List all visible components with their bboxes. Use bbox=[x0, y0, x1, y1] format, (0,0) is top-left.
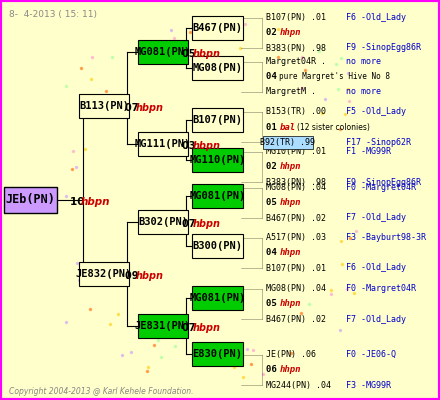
Text: JE831(PN): JE831(PN) bbox=[135, 321, 191, 331]
Text: (12 sister colonies): (12 sister colonies) bbox=[297, 123, 370, 132]
Text: MG244(PN) .04: MG244(PN) .04 bbox=[266, 381, 331, 390]
Text: F6 -Old_Lady: F6 -Old_Lady bbox=[346, 264, 406, 272]
Text: F9 -SinopEgg86R: F9 -SinopEgg86R bbox=[346, 178, 421, 186]
Text: hbpn: hbpn bbox=[136, 271, 164, 281]
Text: hbpn: hbpn bbox=[192, 219, 220, 229]
Text: 01: 01 bbox=[266, 123, 282, 132]
Text: F7 -Old_Lady: F7 -Old_Lady bbox=[346, 214, 406, 222]
Text: hbpn: hbpn bbox=[192, 323, 220, 333]
FancyBboxPatch shape bbox=[192, 148, 243, 172]
Text: B107(PN): B107(PN) bbox=[193, 115, 242, 125]
Text: F7 -Old_Lady: F7 -Old_Lady bbox=[346, 315, 406, 324]
FancyBboxPatch shape bbox=[192, 234, 243, 258]
Text: MG111(PN): MG111(PN) bbox=[135, 139, 191, 149]
Text: 02: 02 bbox=[266, 162, 282, 171]
FancyBboxPatch shape bbox=[138, 210, 188, 234]
Text: F6 -Old_Lady: F6 -Old_Lady bbox=[346, 13, 406, 22]
Text: A517(PN) .03: A517(PN) .03 bbox=[266, 233, 326, 242]
Text: 8-  4-2013 ( 15: 11): 8- 4-2013 ( 15: 11) bbox=[10, 10, 98, 19]
Text: hhpn: hhpn bbox=[279, 366, 301, 374]
Text: 06: 06 bbox=[266, 366, 282, 374]
FancyBboxPatch shape bbox=[4, 187, 57, 213]
Text: F0 -JE06-Q: F0 -JE06-Q bbox=[346, 350, 396, 359]
Text: MG081(PN): MG081(PN) bbox=[189, 191, 246, 201]
Text: B107(PN) .01: B107(PN) .01 bbox=[266, 13, 326, 22]
Text: no more: no more bbox=[346, 88, 381, 96]
FancyBboxPatch shape bbox=[263, 136, 313, 149]
Text: hhpn: hhpn bbox=[279, 162, 301, 171]
Text: hhpn: hhpn bbox=[279, 198, 301, 207]
Text: F5 -Old_Lady: F5 -Old_Lady bbox=[346, 108, 406, 116]
Text: B300(PN): B300(PN) bbox=[193, 241, 242, 251]
Text: 07: 07 bbox=[182, 219, 199, 229]
FancyBboxPatch shape bbox=[192, 108, 243, 132]
Text: MG110(PN): MG110(PN) bbox=[189, 155, 246, 165]
Text: MG08(PN): MG08(PN) bbox=[193, 63, 242, 73]
Text: B467(PN) .02: B467(PN) .02 bbox=[266, 315, 326, 324]
Text: hhpn: hhpn bbox=[279, 28, 301, 37]
Text: F0 -Margret04R: F0 -Margret04R bbox=[346, 284, 416, 293]
Text: MG08(PN) .04: MG08(PN) .04 bbox=[266, 284, 326, 293]
Text: MG08(PN) .04: MG08(PN) .04 bbox=[266, 183, 326, 192]
Text: 04: 04 bbox=[266, 72, 282, 81]
Text: 02: 02 bbox=[266, 28, 282, 37]
Text: E830(PN): E830(PN) bbox=[193, 349, 242, 359]
Text: B92(TR) .99: B92(TR) .99 bbox=[260, 138, 315, 147]
Text: MG10(PN) .01: MG10(PN) .01 bbox=[266, 147, 326, 156]
Text: 05: 05 bbox=[266, 300, 282, 308]
Text: pure Margret's Hive No 8: pure Margret's Hive No 8 bbox=[279, 72, 390, 81]
FancyBboxPatch shape bbox=[138, 314, 188, 338]
Text: Copyright 2004-2013 @ Karl Kehele Foundation.: Copyright 2004-2013 @ Karl Kehele Founda… bbox=[10, 387, 194, 396]
Text: F9 -SinopEgg86R: F9 -SinopEgg86R bbox=[346, 44, 421, 52]
Text: Margret04R .: Margret04R . bbox=[266, 57, 326, 66]
Text: MG081(PN): MG081(PN) bbox=[189, 293, 246, 303]
Text: bal: bal bbox=[279, 123, 295, 132]
Text: F3 -Bayburt98-3R: F3 -Bayburt98-3R bbox=[346, 233, 426, 242]
Text: B383(PN) .98: B383(PN) .98 bbox=[266, 178, 326, 186]
Text: JEb(PN): JEb(PN) bbox=[6, 194, 55, 206]
Text: B467(PN): B467(PN) bbox=[193, 23, 242, 33]
Text: 07: 07 bbox=[125, 103, 142, 113]
Text: B113(PN): B113(PN) bbox=[79, 101, 129, 111]
FancyBboxPatch shape bbox=[192, 286, 243, 310]
Text: 04: 04 bbox=[266, 248, 282, 257]
FancyBboxPatch shape bbox=[79, 94, 129, 118]
Text: 07: 07 bbox=[182, 323, 199, 333]
FancyBboxPatch shape bbox=[192, 16, 243, 40]
FancyBboxPatch shape bbox=[192, 342, 243, 366]
Text: B153(TR) .00: B153(TR) .00 bbox=[266, 108, 326, 116]
FancyBboxPatch shape bbox=[138, 132, 188, 156]
Text: 10: 10 bbox=[70, 197, 88, 207]
Text: 05: 05 bbox=[266, 198, 282, 207]
Text: hbpn: hbpn bbox=[136, 103, 164, 113]
Text: JE(PN) .06: JE(PN) .06 bbox=[266, 350, 316, 359]
Text: B107(PN) .01: B107(PN) .01 bbox=[266, 264, 326, 272]
Text: hhpn: hhpn bbox=[279, 300, 301, 308]
Text: F0 -Margret04R: F0 -Margret04R bbox=[346, 183, 416, 192]
Text: hhpn: hhpn bbox=[279, 248, 301, 257]
Text: MG081(PN): MG081(PN) bbox=[135, 47, 191, 57]
Text: B302(PN): B302(PN) bbox=[138, 217, 188, 227]
Text: B383(PN) .98: B383(PN) .98 bbox=[266, 44, 326, 52]
FancyBboxPatch shape bbox=[138, 40, 188, 64]
FancyBboxPatch shape bbox=[192, 56, 243, 80]
Text: 03: 03 bbox=[182, 141, 199, 151]
Text: F3 -MG99R: F3 -MG99R bbox=[346, 381, 391, 390]
FancyBboxPatch shape bbox=[79, 262, 129, 286]
Text: JE832(PN): JE832(PN) bbox=[76, 269, 132, 279]
Text: 05: 05 bbox=[182, 49, 199, 59]
Text: hbpn: hbpn bbox=[81, 197, 110, 207]
Text: F1 -MG99R: F1 -MG99R bbox=[346, 147, 391, 156]
Text: hbpn: hbpn bbox=[192, 141, 220, 151]
Text: F17 -Sinop62R: F17 -Sinop62R bbox=[346, 138, 411, 147]
Text: no more: no more bbox=[346, 57, 381, 66]
FancyBboxPatch shape bbox=[192, 184, 243, 208]
Text: MargretM .: MargretM . bbox=[266, 88, 316, 96]
Text: hbpn: hbpn bbox=[192, 49, 220, 59]
Text: 09: 09 bbox=[125, 271, 142, 281]
Text: B467(PN) .02: B467(PN) .02 bbox=[266, 214, 326, 222]
